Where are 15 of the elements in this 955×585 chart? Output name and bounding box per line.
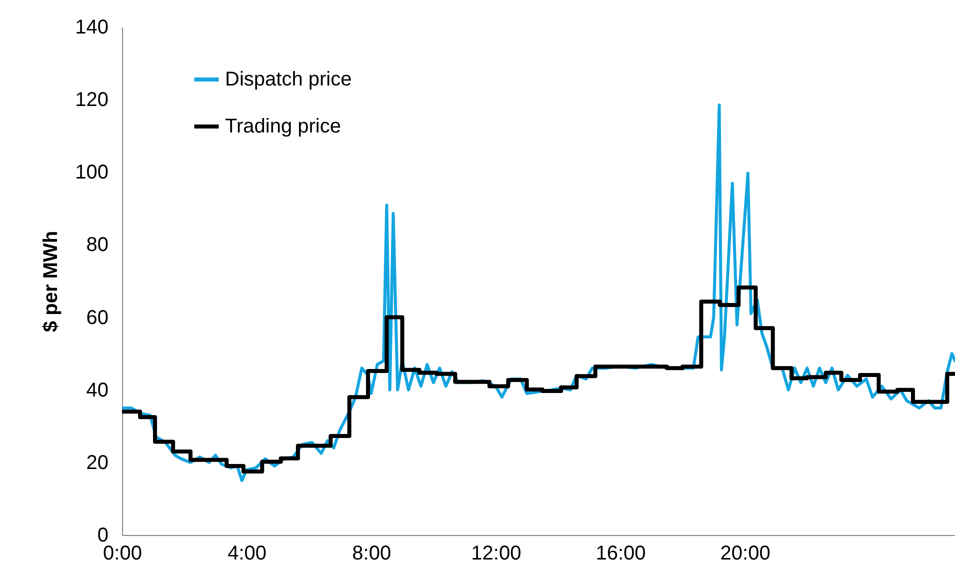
legend-label: Trading price: [225, 116, 341, 138]
y-tick-label: 60: [86, 306, 108, 329]
y-tick-label: 120: [75, 89, 108, 112]
y-tick-label: 40: [86, 379, 108, 402]
x-tick-label: 12:00: [471, 542, 522, 564]
x-tick-label: 16:00: [596, 542, 646, 564]
x-tick-label: 20:00: [720, 542, 770, 564]
y-tick-label: 140: [75, 16, 108, 38]
legend-label: Dispatch price: [225, 68, 352, 90]
x-tick-label: 8:00: [352, 542, 392, 564]
y-axis-title: $ per MWh: [40, 230, 62, 332]
y-tick-label: 80: [86, 234, 108, 256]
y-tick-label: 100: [75, 162, 108, 184]
x-tick-label: 4:00: [228, 542, 267, 564]
y-tick-label: 20: [86, 452, 108, 474]
